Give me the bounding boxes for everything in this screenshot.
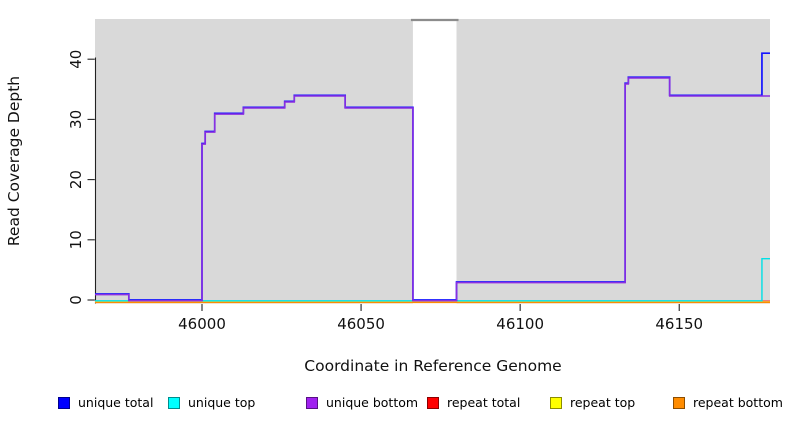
legend-item-repeat-total: repeat total xyxy=(427,396,520,410)
legend-item-unique-top: unique top xyxy=(168,396,255,410)
x-axis-title: Coordinate in Reference Genome xyxy=(304,357,561,375)
y-tick-label: 0 xyxy=(67,295,85,305)
legend-label: unique top xyxy=(188,395,256,410)
legend-item-repeat-bottom: repeat bottom xyxy=(673,396,783,410)
series-line-unique-bottom xyxy=(95,77,770,302)
plot-area: 0 10 20 30 40 46000 46050 46100 46150 Coordinate… xyxy=(5,18,770,375)
masked-region xyxy=(412,19,457,304)
y-tick-label: 20 xyxy=(67,170,85,189)
x-tick-label: 46000 xyxy=(178,315,226,333)
y-tick-label: 10 xyxy=(67,230,85,249)
legend-label: unique total xyxy=(78,395,154,410)
y-tick-label: 30 xyxy=(67,110,85,129)
legend-swatch xyxy=(550,397,562,409)
legend-label: repeat total xyxy=(447,395,521,410)
y-axis-title: Read Coverage Depth xyxy=(5,76,23,246)
legend-swatch xyxy=(306,397,318,409)
legend-item-repeat-top: repeat top xyxy=(550,396,635,410)
y-tick-label: 40 xyxy=(67,50,85,69)
x-tick-label: 46050 xyxy=(337,315,385,333)
legend-swatch xyxy=(168,397,180,409)
legend-label: repeat bottom xyxy=(693,395,783,410)
legend-label: repeat top xyxy=(570,395,636,410)
legend-swatch xyxy=(58,397,70,409)
legend-label: unique bottom xyxy=(326,395,419,410)
legend-item-unique-total: unique total xyxy=(58,396,153,410)
legend-swatch xyxy=(427,397,439,409)
legend-item-unique-bottom: unique bottom xyxy=(306,396,418,410)
x-tick-label: 46100 xyxy=(496,315,544,333)
x-tick-label: 46150 xyxy=(655,315,703,333)
legend-swatch xyxy=(673,397,685,409)
